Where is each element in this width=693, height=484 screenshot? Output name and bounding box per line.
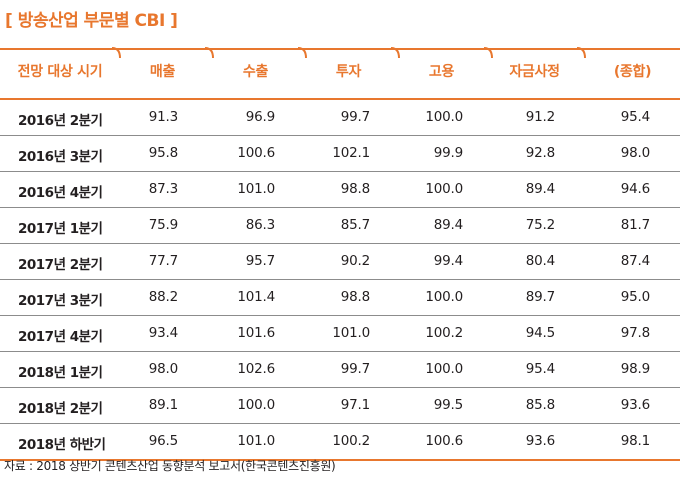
cell-funding: 85.8	[525, 397, 555, 413]
table-body: 2016년 2분기 91.3 96.9 99.7 100.0 91.2 95.4 2016년 …	[0, 100, 680, 461]
cell-investment: 99.7	[340, 361, 370, 377]
table-row: 2017년 3분기 88.2 101.4 98.8 100.0 89.7 95.0	[0, 280, 680, 316]
header-employment: 고용	[428, 64, 455, 80]
cell-investment: 98.8	[340, 181, 370, 197]
cell-export: 101.6	[237, 325, 275, 341]
cell-funding: 89.4	[525, 181, 555, 197]
row-period-label: 2016년 4분기	[18, 185, 103, 201]
row-period-label: 2018년 하반기	[18, 437, 106, 453]
source-note: 자료 : 2018 상반기 콘텐츠산업 동향분석 보고서(한국콘텐츠진흥원)	[4, 459, 336, 473]
cell-sales: 75.9	[148, 217, 178, 233]
row-period-label: 2017년 2분기	[18, 257, 103, 273]
table-header: 전망 대상 시기 매출 수출 투자 고용 자금사정 (종합)	[0, 47, 680, 100]
cell-funding: 92.8	[525, 145, 555, 161]
table-title: [ 방송산업 부문별 CBI ]	[5, 11, 178, 31]
table-row: 2017년 4분기 93.4 101.6 101.0 100.2 94.5 97.8	[0, 316, 680, 352]
cbi-table: 전망 대상 시기 매출 수출 투자 고용 자금사정 (종합) 2016년 2분기…	[0, 47, 680, 461]
cell-investment: 90.2	[340, 253, 370, 269]
cell-employment: 100.0	[425, 361, 463, 377]
cell-composite: 98.9	[620, 361, 650, 377]
cell-composite: 81.7	[620, 217, 650, 233]
cell-employment: 100.2	[425, 325, 463, 341]
cell-export: 101.0	[237, 181, 275, 197]
cell-funding: 94.5	[525, 325, 555, 341]
row-period-label: 2016년 3분기	[18, 149, 103, 165]
cell-composite: 93.6	[620, 397, 650, 413]
table-row: 2018년 1분기 98.0 102.6 99.7 100.0 95.4 98.9	[0, 352, 680, 388]
cell-sales: 93.4	[148, 325, 178, 341]
cell-composite: 97.8	[620, 325, 650, 341]
cell-export: 102.6	[237, 361, 275, 377]
cell-employment: 99.5	[433, 397, 463, 413]
cell-sales: 91.3	[148, 109, 178, 125]
cell-composite: 87.4	[620, 253, 650, 269]
cell-funding: 80.4	[525, 253, 555, 269]
cell-investment: 98.8	[340, 289, 370, 305]
table-row: 2018년 2분기 89.1 100.0 97.1 99.5 85.8 93.6	[0, 388, 680, 424]
cell-sales: 87.3	[148, 181, 178, 197]
cell-investment: 100.2	[332, 433, 370, 449]
header-funding: 자금사정	[509, 64, 560, 80]
row-period-label: 2017년 3분기	[18, 293, 103, 309]
cell-employment: 100.0	[425, 181, 463, 197]
table-row: 2016년 4분기 87.3 101.0 98.8 100.0 89.4 94.6	[0, 172, 680, 208]
table-row: 2016년 3분기 95.8 100.6 102.1 99.9 92.8 98.0	[0, 136, 680, 172]
cell-export: 101.4	[237, 289, 275, 305]
cell-export: 101.0	[237, 433, 275, 449]
cell-employment: 100.0	[425, 109, 463, 125]
header-tab-dividers	[111, 47, 586, 59]
cell-funding: 95.4	[525, 361, 555, 377]
cell-investment: 102.1	[332, 145, 370, 161]
cell-sales: 88.2	[148, 289, 178, 305]
cell-employment: 99.4	[433, 253, 463, 269]
cell-funding: 75.2	[525, 217, 555, 233]
cell-investment: 85.7	[340, 217, 370, 233]
cell-composite: 95.0	[620, 289, 650, 305]
table-row: 2017년 2분기 77.7 95.7 90.2 99.4 80.4 87.4	[0, 244, 680, 280]
cell-sales: 98.0	[148, 361, 178, 377]
table-row: 2017년 1분기 75.9 86.3 85.7 89.4 75.2 81.7	[0, 208, 680, 244]
header-sales: 매출	[149, 64, 176, 80]
header-period: 전망 대상 시기	[17, 64, 103, 80]
cell-funding: 93.6	[525, 433, 555, 449]
cell-investment: 101.0	[332, 325, 370, 341]
cell-sales: 96.5	[148, 433, 178, 449]
cell-composite: 98.0	[620, 145, 650, 161]
cell-funding: 91.2	[525, 109, 555, 125]
table-row: 2018년 하반기 96.5 101.0 100.2 100.6 93.6 98.1	[0, 424, 680, 461]
cell-composite: 94.6	[620, 181, 650, 197]
cell-funding: 89.7	[525, 289, 555, 305]
row-period-label: 2016년 2분기	[18, 113, 103, 129]
cell-composite: 98.1	[620, 433, 650, 449]
cell-export: 100.6	[237, 145, 275, 161]
cell-employment: 100.0	[425, 289, 463, 305]
header-composite: (종합)	[613, 64, 652, 80]
cell-employment: 99.9	[433, 145, 463, 161]
cell-export: 95.7	[245, 253, 275, 269]
cell-investment: 97.1	[340, 397, 370, 413]
cell-sales: 77.7	[148, 253, 178, 269]
row-period-label: 2017년 4분기	[18, 329, 103, 345]
row-period-label: 2017년 1분기	[18, 221, 103, 237]
cell-export: 96.9	[245, 109, 275, 125]
cell-sales: 95.8	[148, 145, 178, 161]
cell-employment: 100.6	[425, 433, 463, 449]
header-investment: 투자	[335, 64, 362, 80]
cell-export: 100.0	[237, 397, 275, 413]
cell-composite: 95.4	[620, 109, 650, 125]
cell-employment: 89.4	[433, 217, 463, 233]
cell-investment: 99.7	[340, 109, 370, 125]
row-period-label: 2018년 2분기	[18, 401, 103, 417]
cell-sales: 89.1	[148, 397, 178, 413]
row-period-label: 2018년 1분기	[18, 365, 103, 381]
table-row: 2016년 2분기 91.3 96.9 99.7 100.0 91.2 95.4	[0, 100, 680, 136]
header-export: 수출	[242, 64, 269, 80]
cell-export: 86.3	[245, 217, 275, 233]
